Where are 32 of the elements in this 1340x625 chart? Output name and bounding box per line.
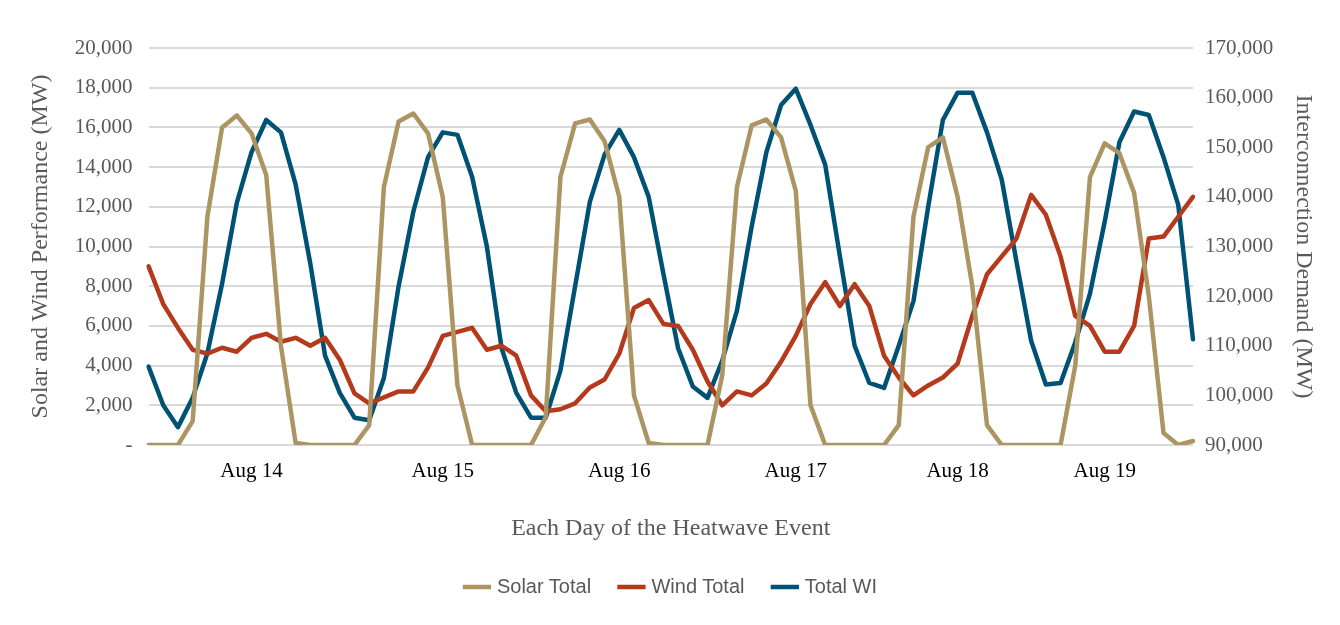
y2-tick-label: 160,000 (1204, 84, 1274, 109)
x-tick-label: Aug 14 (220, 458, 284, 483)
y2-axis-title: Interconnection Demand (MW) (1292, 94, 1319, 399)
y-tick-label: 10,000 (74, 233, 133, 258)
y2-tick-label: 150,000 (1204, 133, 1274, 158)
legend-label: Total WI (804, 574, 878, 597)
x-axis-title: Each Day of the Heatwave Event (511, 513, 831, 540)
y-tick-label: 12,000 (74, 193, 133, 218)
x-tick-label: Aug 15 (411, 458, 474, 483)
y-tick-label: 4,000 (85, 352, 133, 377)
y2-tick-label: 170,000 (1204, 34, 1274, 59)
y-axis-title: Solar and Wind Performance (MW) (25, 74, 52, 419)
y-tick-label: 14,000 (74, 153, 133, 178)
y2-tick-label: 140,000 (1204, 183, 1274, 208)
legend-label: Wind Total (651, 574, 745, 597)
y2-tick-label: 90,000 (1204, 431, 1263, 456)
y2-tick-label: 100,000 (1204, 381, 1274, 406)
y-tick-label: 20,000 (74, 34, 133, 59)
x-tick-label: Aug 18 (926, 458, 989, 483)
y-tick-label: 2,000 (85, 391, 133, 416)
x-tick-label: Aug 17 (764, 458, 827, 483)
y-tick-label: 8,000 (85, 272, 133, 297)
y2-tick-label: 120,000 (1204, 282, 1274, 307)
y-tick-label: - (125, 431, 133, 456)
y2-tick-label: 130,000 (1204, 233, 1274, 258)
x-tick-label: Aug 16 (588, 458, 651, 483)
x-tick-label: Aug 19 (1073, 458, 1136, 483)
y-tick-label: 6,000 (85, 312, 133, 337)
legend-label: Solar Total (496, 574, 592, 597)
y-tick-label: 16,000 (74, 113, 133, 138)
y2-tick-label: 110,000 (1204, 332, 1273, 357)
y-tick-label: 18,000 (74, 74, 133, 99)
